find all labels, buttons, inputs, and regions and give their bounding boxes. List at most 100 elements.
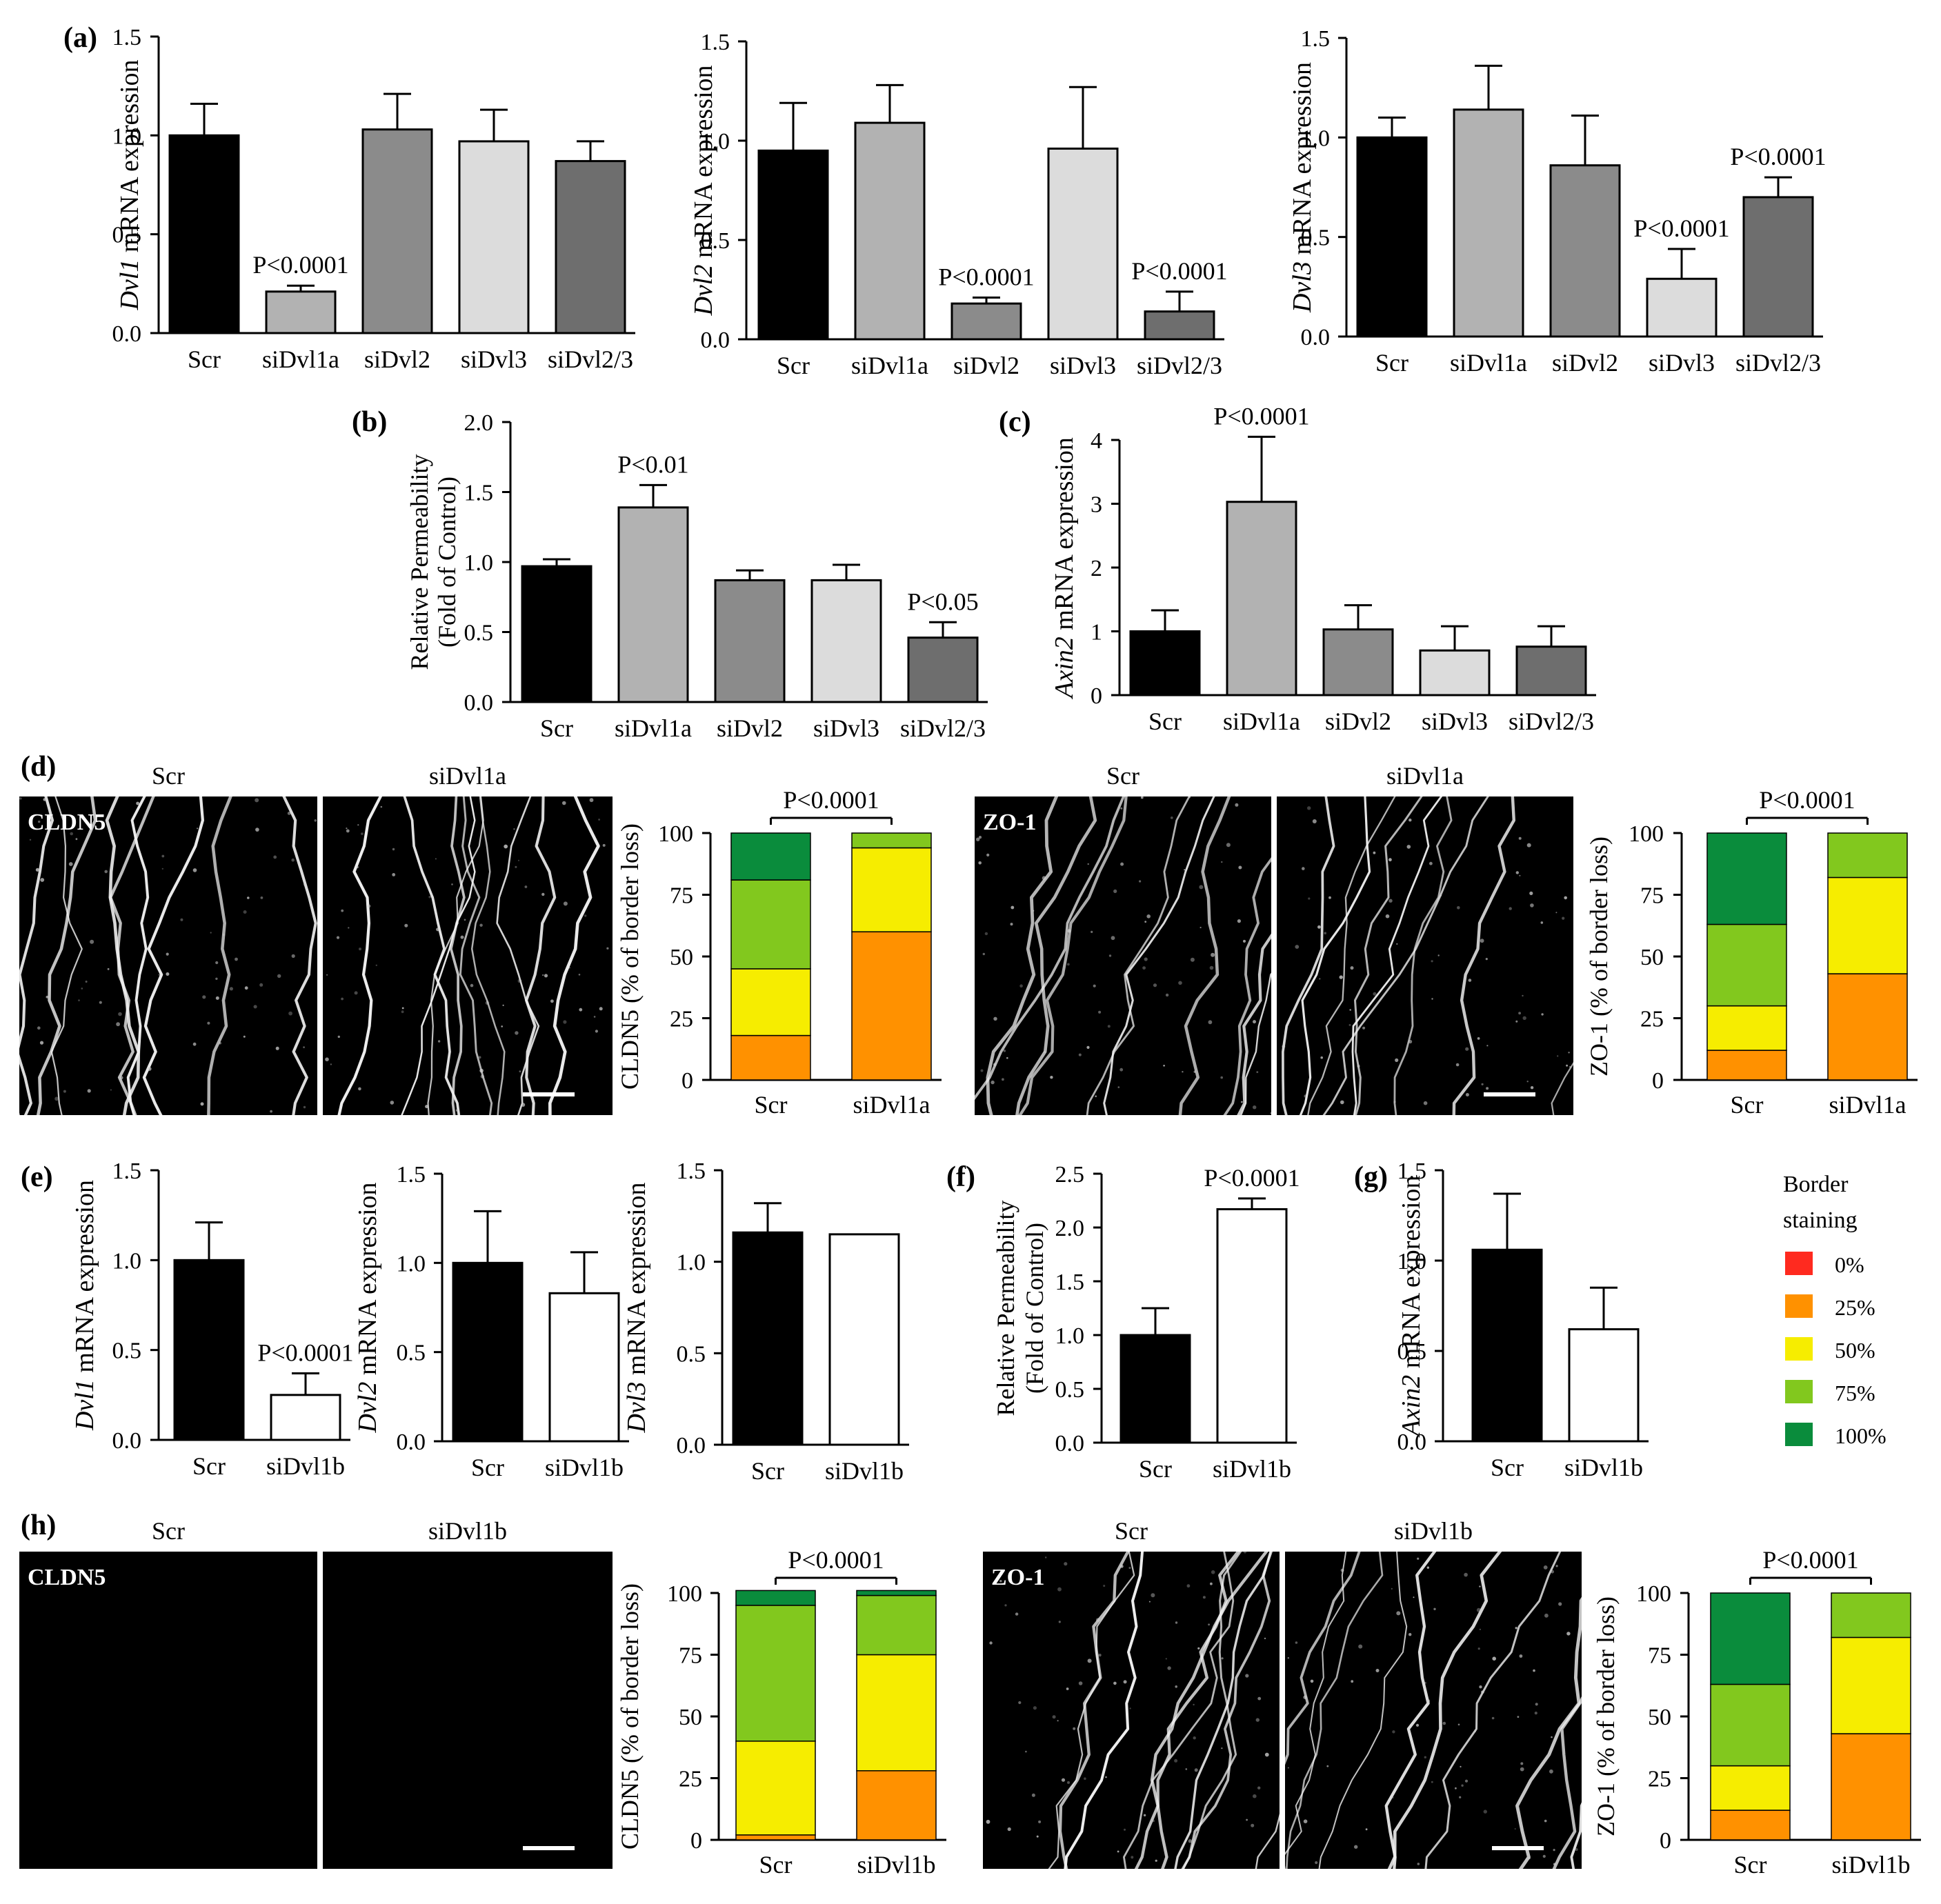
- speckle: [1107, 1025, 1111, 1028]
- speckle: [578, 974, 581, 976]
- speckle: [158, 974, 161, 976]
- x-tick-label: siDvl1b: [825, 1457, 904, 1485]
- y-tick-label: 0.5: [112, 1339, 142, 1364]
- speckle: [1396, 1611, 1401, 1616]
- speckle: [392, 873, 396, 876]
- y-tick-label: 0: [1660, 1828, 1671, 1854]
- speckle: [277, 974, 281, 979]
- speckle: [273, 855, 277, 859]
- speckle: [501, 1025, 503, 1028]
- speckle: [1007, 1827, 1011, 1832]
- speckle: [1542, 1854, 1546, 1858]
- speckle: [19, 797, 22, 800]
- speckle: [1413, 1596, 1415, 1599]
- speckle: [991, 1080, 995, 1085]
- speckle: [330, 1063, 332, 1065]
- speckle: [1530, 903, 1534, 908]
- speckle: [1464, 1572, 1468, 1577]
- speckle: [1131, 1856, 1134, 1859]
- micrograph-image-right: [1285, 1552, 1582, 1869]
- speckle: [401, 1010, 404, 1014]
- speckle: [1392, 1730, 1395, 1734]
- speckle: [1375, 1669, 1380, 1672]
- speckle: [1491, 1716, 1495, 1720]
- speckle: [1257, 1786, 1261, 1790]
- speckle: [1084, 1777, 1086, 1780]
- speckle: [118, 1012, 122, 1016]
- speckle: [90, 939, 94, 944]
- speckle: [404, 923, 408, 928]
- bar-Scr: [1119, 1334, 1191, 1444]
- speckle: [1522, 994, 1524, 997]
- speckle: [1190, 957, 1195, 962]
- speckle: [161, 854, 165, 858]
- y-tick-label: 1.5: [1397, 1159, 1427, 1184]
- p-value-label: P<0.0001: [1131, 257, 1227, 285]
- x-tick-label: Scr: [188, 345, 221, 373]
- speckle: [1220, 1076, 1223, 1079]
- speckle: [1140, 796, 1144, 799]
- segment-75pct: [851, 832, 932, 849]
- speckle: [401, 1007, 404, 1010]
- speckle: [325, 1057, 329, 1061]
- chart-dvl1-expression-e: 0.0 0.5 1.0 1.5 Dvl1 mRNA expression Scr siDvl…: [70, 1159, 354, 1480]
- x-tick-label: siDvl1a: [262, 345, 339, 373]
- p-value-label: P<0.0001: [1762, 1546, 1858, 1574]
- y-tick-label: 1.0: [1397, 1249, 1427, 1274]
- bar-siDvl1b: [270, 1394, 341, 1441]
- speckle: [1238, 865, 1242, 870]
- speckle: [1165, 1658, 1167, 1660]
- x-tick-label: siDvl1a: [1223, 708, 1300, 735]
- junction-line: [50, 796, 83, 1115]
- speckle: [253, 1005, 257, 1009]
- bar-siDvl1a: [1226, 501, 1297, 697]
- junction-line: [1064, 1552, 1144, 1869]
- p-value-label: P<0.0001: [788, 1546, 884, 1574]
- speckle: [1235, 803, 1239, 807]
- junction-line: [109, 796, 155, 1115]
- y-tick-label: 25: [1640, 1007, 1664, 1032]
- cell-junction-network: [1282, 796, 1573, 1115]
- speckle: [1165, 993, 1169, 997]
- speckle: [1019, 984, 1023, 988]
- speckle: [1541, 1013, 1544, 1016]
- speckle: [303, 1105, 306, 1109]
- junction-line: [1015, 796, 1097, 1115]
- speckle: [259, 983, 263, 987]
- x-tick-label: siDvl1b: [266, 1452, 345, 1480]
- speckle: [1391, 1587, 1393, 1590]
- legend-title-line1: Border: [1783, 1172, 1849, 1197]
- junction-line: [975, 796, 1125, 1101]
- speckle: [1564, 896, 1567, 900]
- junction-line: [1384, 1552, 1437, 1869]
- speckle: [1477, 1647, 1480, 1650]
- segment-75pct: [856, 1594, 937, 1656]
- speckle: [1535, 1703, 1538, 1706]
- speckle: [1264, 1752, 1269, 1757]
- chart-cldn5-border-loss-d: 0 25 50 75 100 CLDN5 (% of border loss) Scr siD…: [616, 786, 942, 1119]
- speckle: [37, 1026, 41, 1030]
- speckle: [1038, 1820, 1042, 1823]
- y-tick-label: 1.0: [677, 1250, 706, 1276]
- speckle: [1067, 1781, 1070, 1784]
- border-staining-legend: Border staining 0% 25% 50% 75% 100%: [1783, 1172, 1887, 1448]
- speckle: [1211, 952, 1215, 957]
- segment-75pct: [735, 1605, 816, 1742]
- stain-label: CLDN5: [28, 1565, 106, 1590]
- speckle: [341, 909, 344, 912]
- bar-siDvl1b: [1568, 1328, 1640, 1443]
- speckle: [986, 853, 990, 856]
- speckle: [1006, 1056, 1008, 1059]
- speckle: [1119, 1068, 1124, 1072]
- speckle: [288, 1011, 292, 1016]
- speckle: [1568, 1052, 1570, 1054]
- y-tick-label: 0.5: [1055, 1377, 1085, 1403]
- junction-line: [1255, 1813, 1280, 1869]
- panel-label-c: (c): [999, 406, 1031, 438]
- y-axis-label: Dvl3 mRNA expression: [622, 1182, 651, 1433]
- speckle: [480, 1074, 485, 1079]
- junction-line: [1058, 1552, 1130, 1869]
- speckle: [291, 954, 295, 958]
- speckle: [1194, 1768, 1198, 1772]
